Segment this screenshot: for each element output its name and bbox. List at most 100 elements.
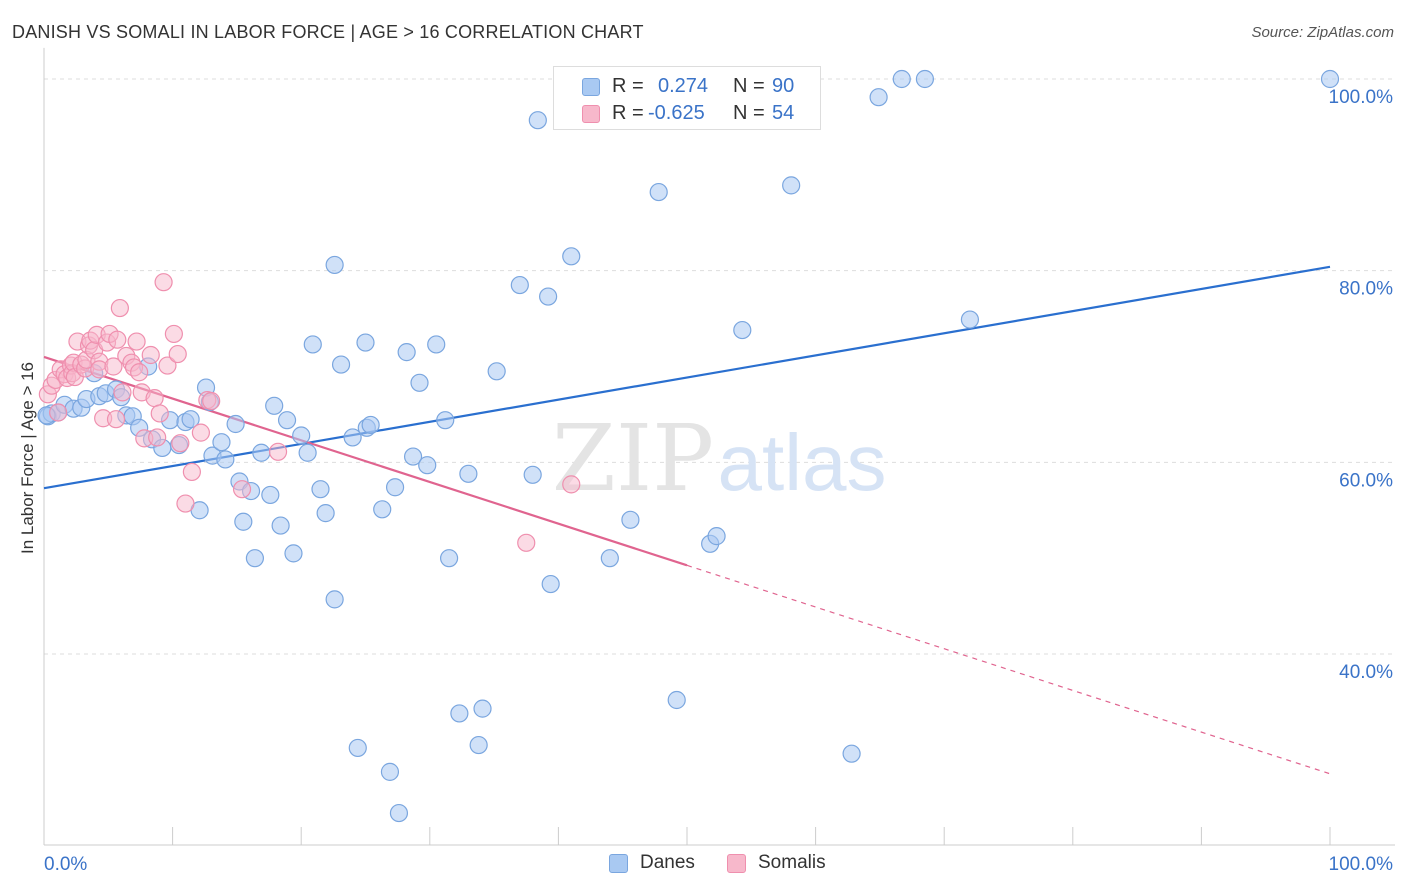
somalis-point [191,423,210,442]
danes-point [181,410,200,429]
y-axis-label: In Labor Force | Age > 16 [18,361,37,555]
somalis-point [164,324,183,344]
danes-point [325,590,344,609]
danes-point [782,176,801,195]
danes-point [649,182,668,202]
danes-point [252,443,271,462]
somalis-point [176,494,195,513]
danes-point [292,426,311,445]
legend-row-somalis: R = -0.625 N = 54 [554,101,822,128]
somalis-point [168,344,187,364]
danes-point [915,69,935,89]
legend-row-danes: R = 0.274 N = 90 [554,74,822,101]
legend-n-label-danes: N = [733,75,765,97]
danes-point [389,803,409,823]
somalis-point [148,428,167,447]
chart-source: Source: ZipAtlas.com [1251,24,1394,41]
legend-n-label-somalis: N = [733,102,765,124]
somalis-point [150,404,169,423]
danes-point [212,433,231,452]
somalis-point [49,403,68,422]
danes-point [459,464,478,483]
somalis-point [154,273,173,292]
somalis-point [113,383,132,402]
correlation-legend: R = 0.274 N = 90 R = -0.625 N = 54 [553,66,821,130]
somalis-point [145,389,164,408]
chart-title: DANISH VS SOMALI IN LABOR FORCE | AGE > … [12,22,644,42]
danes-point [316,504,335,523]
somalis-point [127,332,146,351]
danes-point [234,512,253,531]
somalis-point [110,298,129,318]
danes-point [403,447,423,466]
danes-point [439,549,459,568]
legend-r-label-danes: R = [612,75,644,97]
somalis-trend-line-extrapolated [686,564,1331,775]
danes-point [733,320,752,340]
somalis-point [104,357,123,376]
watermark-zip: ZIP [552,405,714,512]
danes-point [621,510,640,529]
danes-point [487,362,506,381]
danes-point [348,738,367,758]
danes-point [960,310,980,329]
legend-r-label-somalis: R = [612,102,644,124]
danes-point [226,414,245,434]
danes-point [361,415,380,435]
danes-point [510,275,529,295]
y-tick-label-40: 40.0% [1339,662,1393,683]
danes-point [356,333,375,352]
danes-point [298,443,317,462]
danes-point [331,355,351,374]
bottom-swatch-danes [609,854,628,873]
danes-point [325,255,344,275]
x-tick-label-min: 0.0% [44,854,87,875]
danes-point [562,247,581,266]
danes-point [541,574,560,594]
danes-point [450,704,469,723]
somalis-point [202,391,221,411]
danes-point [311,480,330,499]
danes-point [600,549,619,568]
bottom-swatch-somalis [727,854,746,873]
danes-point [667,690,686,710]
danes-point [343,428,362,447]
danes-point [869,88,888,107]
somalis-point [106,410,126,429]
somalis-point [232,480,252,499]
danes-point [892,69,911,89]
somalis-point [268,442,288,461]
somalis-points [38,273,581,552]
legend-r-value-danes: 0.274 [658,75,709,97]
somalis-point [108,330,127,349]
tick-label-layer: 40.0% 60.0% 80.0% 100.0% 0.0% 100.0% [44,87,1393,875]
axis-layer [43,47,1395,846]
somalis-point [141,345,160,365]
danes-point [271,516,290,535]
danes-point [418,456,437,475]
somalis-point [562,475,581,494]
danes-point [303,335,322,354]
somalis-point [158,356,177,375]
danes-point [427,335,446,354]
watermark-atlas: atlas [718,418,887,507]
danes-point [842,744,861,763]
somalis-point [517,533,536,552]
bottom-label-somalis: Somalis [758,852,826,873]
danes-point [469,735,488,755]
danes-point [385,478,405,497]
danes-point [265,396,284,415]
danes-point [410,373,429,392]
y-tick-label-60: 60.0% [1339,470,1393,491]
danes-point [277,411,297,430]
danes-point [528,111,547,130]
danes-point [1320,69,1340,89]
legend-swatch-somalis [582,105,600,123]
watermark: ZIP atlas [552,405,887,512]
danes-point [539,287,558,306]
somalis-point [130,363,149,382]
somalis-point [182,462,201,482]
danes-point [216,450,235,469]
y-tick-label-100: 100.0% [1329,87,1394,108]
legend-n-value-danes: 90 [772,75,795,97]
